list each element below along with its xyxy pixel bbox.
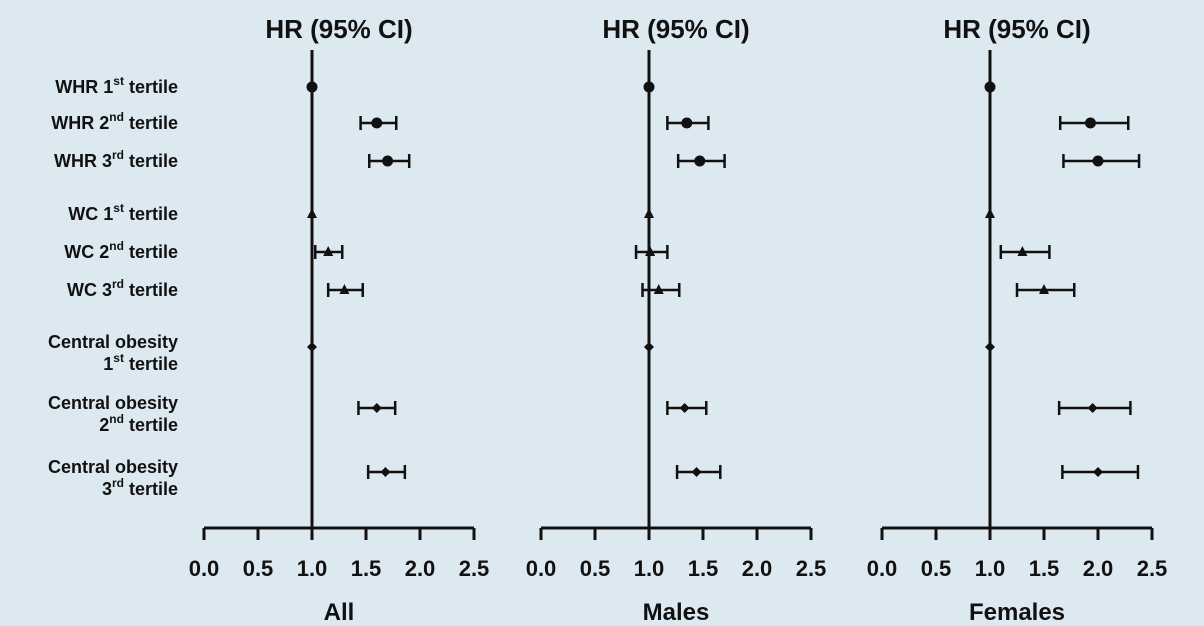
hr-point-circle xyxy=(643,81,655,93)
x-tick-label: 1.0 xyxy=(634,556,665,581)
x-axis-label: Females xyxy=(969,599,1065,626)
hr-point-triangle xyxy=(323,246,334,256)
row-label-line2: 3rd tertile xyxy=(101,476,178,499)
x-tick-label: 2.5 xyxy=(796,556,827,581)
x-axis-label: All xyxy=(324,599,355,626)
row-label-line1: Central obesity xyxy=(47,457,178,477)
panel-title: HR (95% CI) xyxy=(602,14,749,44)
row-label: WHR 1st tertile xyxy=(55,74,178,97)
hr-point-circle xyxy=(306,81,318,93)
x-tick-label: 1.0 xyxy=(975,556,1006,581)
x-tick-label: 1.0 xyxy=(297,556,328,581)
hr-point-circle xyxy=(371,117,383,129)
hr-point-diamond xyxy=(1087,403,1098,413)
x-tick-label: 2.5 xyxy=(459,556,490,581)
hr-point-circle xyxy=(984,81,996,93)
hr-point-triangle xyxy=(645,246,656,256)
x-tick-label: 0.0 xyxy=(526,556,557,581)
panel-title: HR (95% CI) xyxy=(943,14,1090,44)
x-tick-label: 1.5 xyxy=(1029,556,1060,581)
x-tick-label: 2.0 xyxy=(742,556,773,581)
x-tick-label: 0.5 xyxy=(580,556,611,581)
panel-title: HR (95% CI) xyxy=(265,14,412,44)
hr-point-triangle xyxy=(307,208,317,218)
x-tick-label: 2.5 xyxy=(1137,556,1168,581)
hr-point-triangle xyxy=(985,208,995,218)
row-label: WHR 2nd tertile xyxy=(51,110,178,133)
x-tick-label: 0.0 xyxy=(867,556,898,581)
hr-point-circle xyxy=(1092,155,1104,167)
hr-point-diamond xyxy=(691,467,702,477)
hr-point-diamond xyxy=(380,467,391,477)
row-label: Central obesity 1st tertile xyxy=(48,331,178,375)
x-tick-label: 0.5 xyxy=(921,556,952,581)
x-tick-label: 0.0 xyxy=(189,556,220,581)
hr-point-triangle xyxy=(653,284,664,294)
hr-point-diamond xyxy=(371,403,382,413)
x-tick-label: 2.0 xyxy=(1083,556,1114,581)
hr-point-triangle xyxy=(644,208,654,218)
hr-point-diamond xyxy=(1093,467,1103,477)
x-tick-label: 1.5 xyxy=(351,556,382,581)
hr-point-triangle xyxy=(1039,284,1049,294)
hr-point-triangle xyxy=(1017,246,1028,256)
row-label-line2: 2nd tertile xyxy=(99,412,178,435)
x-tick-label: 1.5 xyxy=(688,556,719,581)
row-label-line1: Central obesity xyxy=(47,332,178,352)
hr-point-circle xyxy=(694,155,706,167)
row-label: Central obesity 3rd tertile xyxy=(48,456,178,500)
row-label: Central obesity 2nd tertile xyxy=(48,392,178,436)
hr-point-diamond xyxy=(307,342,317,352)
row-label: WC 3rd tertile xyxy=(66,277,178,300)
hr-point-diamond xyxy=(985,342,995,352)
hr-point-triangle xyxy=(339,284,350,294)
hr-point-circle xyxy=(382,155,394,167)
hr-point-diamond xyxy=(644,342,654,352)
row-label: WC 2nd tertile xyxy=(64,239,178,262)
x-tick-label: 0.5 xyxy=(243,556,274,581)
row-label: WHR 3rd tertile xyxy=(53,148,178,171)
x-tick-label: 2.0 xyxy=(405,556,436,581)
hr-point-circle xyxy=(681,117,693,129)
hr-point-diamond xyxy=(679,403,690,413)
row-label-line1: Central obesity xyxy=(47,393,178,413)
row-label: WC 1st tertile xyxy=(68,201,178,224)
hr-point-circle xyxy=(1084,117,1096,129)
x-axis-label: Males xyxy=(643,599,710,626)
row-label-line2: 1st tertile xyxy=(103,351,178,374)
